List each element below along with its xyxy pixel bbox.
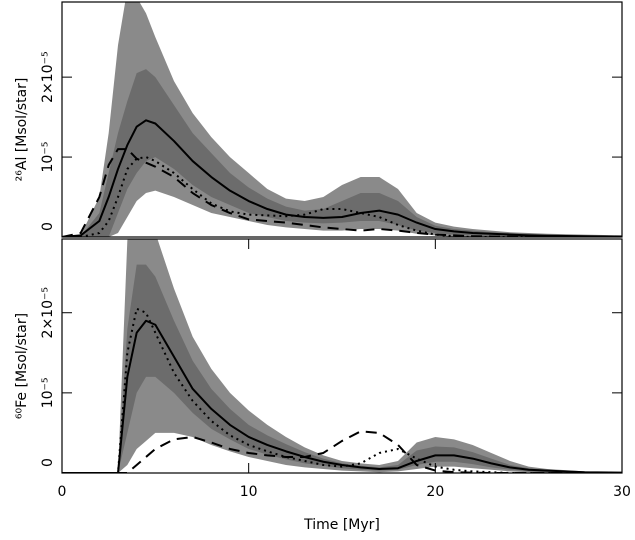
y-tick-label: 10⁻⁵ [40,142,56,173]
y-axis-label: ²⁶Al [Msol/star] [14,78,30,182]
y-tick-label: 0 [40,458,56,467]
x-tick-label: 10 [240,484,258,500]
x-tick-label: 0 [58,484,67,500]
y-tick-label: 0 [40,222,56,231]
x-tick-label: 30 [613,484,631,500]
plot-frame [61,1,623,238]
x-axis-label: Time [Myr] [303,517,380,533]
range-band [62,69,622,237]
y-tick-label: 2×10⁻⁵ [40,51,56,102]
y-tick-label: 2×10⁻⁵ [40,287,56,338]
range-band [62,264,622,473]
plot-frame [61,238,623,474]
line-series [62,119,622,237]
x-tick-label: 20 [426,484,444,500]
plot-area [62,2,622,237]
line-series [62,319,622,473]
y-tick-label: 10⁻⁵ [40,377,56,408]
y-axis-label: ⁶⁰Fe [Msol/star] [14,313,30,419]
line-series [62,148,622,237]
